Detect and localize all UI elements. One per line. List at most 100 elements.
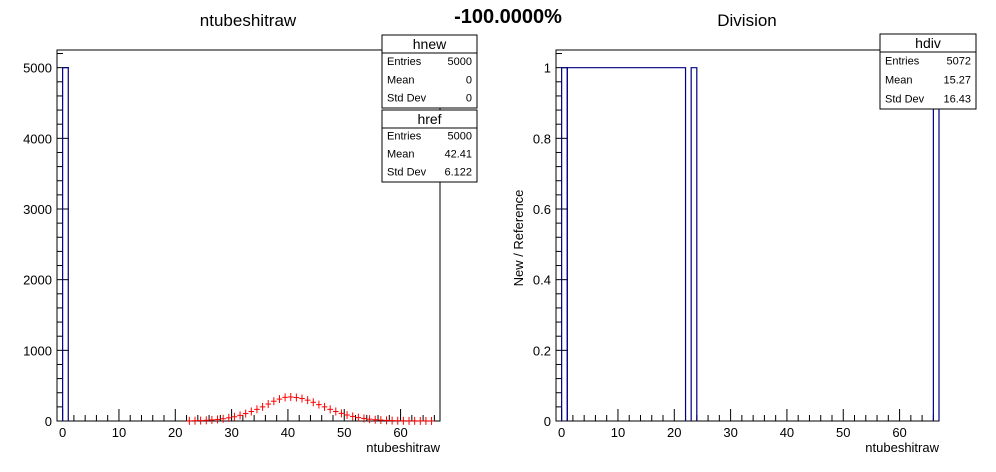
stats-box-frame xyxy=(381,34,478,109)
y-axis-label: New / Reference xyxy=(511,190,526,287)
y-tick-label: 0.6 xyxy=(533,202,551,217)
percentage-label: -100.0000% xyxy=(454,6,562,28)
stats-label: Std Dev xyxy=(387,93,427,105)
data-point xyxy=(321,402,328,411)
data-point xyxy=(406,416,412,425)
x-axis-label: ntubeshitraw xyxy=(865,440,939,455)
x-tick-label: 40 xyxy=(281,425,295,440)
stats-box-title: hnew xyxy=(413,36,447,52)
data-point xyxy=(197,416,204,425)
histogram-bin xyxy=(62,67,69,421)
data-point xyxy=(366,415,373,424)
data-point xyxy=(259,402,266,411)
y-tick-label: 2000 xyxy=(23,273,52,288)
stats-box-frame xyxy=(381,109,478,183)
data-point xyxy=(203,416,210,425)
y-tick-label: 4000 xyxy=(23,131,52,146)
data-point xyxy=(383,416,390,425)
stats-value: 42.41 xyxy=(444,149,472,161)
data-point xyxy=(231,412,238,421)
stats-label: Std Dev xyxy=(387,167,427,179)
x-tick-label: 0 xyxy=(59,425,66,440)
data-point xyxy=(428,416,435,425)
data-point xyxy=(394,416,401,425)
y-tick-label: 0.4 xyxy=(533,273,551,288)
data-point xyxy=(389,416,395,425)
x-tick-label: 60 xyxy=(892,425,906,440)
data-point xyxy=(316,400,322,409)
data-point xyxy=(186,416,193,425)
data-point xyxy=(338,409,345,418)
x-tick-label: 50 xyxy=(836,425,850,440)
data-point xyxy=(237,411,243,420)
x-tick-label: 20 xyxy=(168,425,182,440)
histogram-bin xyxy=(566,67,687,421)
stats-value: 0 xyxy=(466,93,472,105)
y-tick-label: 5000 xyxy=(23,61,52,76)
data-point xyxy=(192,416,198,425)
histogram-bin xyxy=(561,67,568,421)
stats-box-hnew: hnew Entries 5000 Mean 0 Std Dev 0 xyxy=(381,34,478,109)
stats-box-title: hdiv xyxy=(915,35,941,51)
chart-2: Division 0 10 20 30 40 50 60 0 0.2 0.4 0.6 0.8 1 ntube… xyxy=(511,11,977,455)
data-point xyxy=(254,405,260,414)
x-tick-label: 10 xyxy=(611,425,625,440)
stats-label: Entries xyxy=(387,131,422,143)
data-point xyxy=(378,416,384,425)
x-tick-label: 10 xyxy=(112,425,126,440)
data-point xyxy=(276,395,283,404)
y-tick-label: 3000 xyxy=(23,202,52,217)
data-point xyxy=(349,412,356,421)
y-tick-label: 1 xyxy=(544,61,551,76)
data-point xyxy=(214,415,221,424)
x-tick-label: 60 xyxy=(393,425,407,440)
y-tick-label: 0 xyxy=(45,414,52,429)
data-point xyxy=(355,413,362,422)
data-point xyxy=(271,397,277,406)
stats-value: 5000 xyxy=(448,131,472,143)
y-tick-label: 0.8 xyxy=(533,131,551,146)
stats-value: 16.43 xyxy=(943,93,971,105)
data-point xyxy=(417,416,424,425)
y-tick-label: 0 xyxy=(544,414,551,429)
stats-label: Entries xyxy=(387,56,422,68)
data-point xyxy=(423,416,429,425)
data-point xyxy=(225,413,232,422)
data-point xyxy=(287,392,294,401)
x-axis-label: ntubeshitraw xyxy=(366,440,440,455)
data-point xyxy=(299,394,305,403)
data-point xyxy=(400,416,407,425)
data-point xyxy=(310,398,317,407)
plot-frame xyxy=(56,49,441,422)
x-tick-label: 30 xyxy=(224,425,238,440)
stats-label: Std Dev xyxy=(885,93,925,105)
data-point xyxy=(327,405,333,414)
x-tick-label: 0 xyxy=(558,425,565,440)
y-tick-label: 1000 xyxy=(23,343,52,358)
x-tick-label: 20 xyxy=(667,425,681,440)
y-tick-label: 0.2 xyxy=(533,343,551,358)
stats-box-hdiv: hdiv Entries 5072 Mean 15.27 Std Dev 16.43 xyxy=(879,33,977,110)
data-point xyxy=(282,393,288,402)
stats-label: Entries xyxy=(885,55,920,67)
data-point xyxy=(411,416,418,425)
stats-box-title: href xyxy=(417,111,441,127)
data-point xyxy=(304,396,311,405)
data-point xyxy=(361,414,367,423)
data-point xyxy=(293,393,300,402)
histogram-bin xyxy=(932,67,940,421)
stats-box-href: href Entries 5000 Mean 42.41 Std Dev 6.122 xyxy=(381,109,478,183)
stats-value: 15.27 xyxy=(943,74,971,86)
stats-box-frame xyxy=(879,33,977,110)
stats-label: Mean xyxy=(387,149,415,161)
x-tick-label: 50 xyxy=(337,425,351,440)
data-point xyxy=(242,409,249,418)
data-point xyxy=(209,415,215,424)
data-point xyxy=(344,410,350,419)
x-tick-label: 30 xyxy=(723,425,737,440)
stats-value: 0 xyxy=(466,74,472,86)
data-point xyxy=(265,400,272,409)
data-point xyxy=(248,407,255,416)
chart-1: ntubeshitraw 0 10 20 30 40 50 60 0 1000 2000 3000 40… xyxy=(23,11,478,455)
